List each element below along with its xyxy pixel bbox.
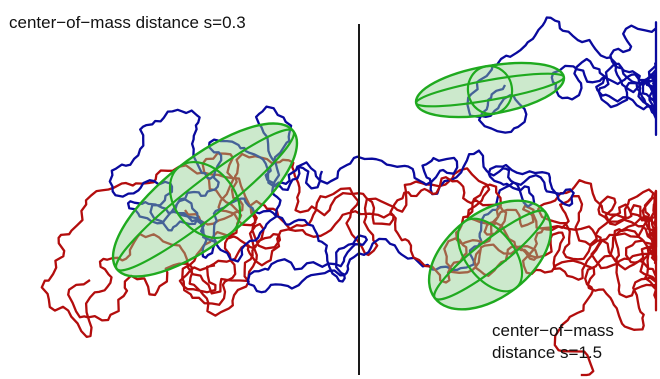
right-panel: [389, 16, 658, 331]
right-ellipsoid-bottom-meridian: [456, 217, 524, 293]
left-panel-label: center−of−mass distance s=0.3: [9, 13, 246, 32]
left-ellipsoid-outline: [111, 122, 299, 278]
left-panel: [40, 105, 658, 377]
right-ellipsoid-bottom-equator: [433, 209, 547, 301]
right-chain-blue: [466, 16, 658, 137]
right-panel-label-line2: distance s=1.5: [492, 343, 603, 362]
panel-divider: [358, 24, 360, 375]
right-chain-blue-path: [466, 16, 658, 137]
left-ellipsoid-meridian: [168, 160, 242, 240]
right-ellipsoid-red-chain: [427, 199, 553, 311]
right-chain-red-path: [389, 176, 658, 331]
right-chain-red: [389, 176, 658, 331]
left-ellipsoid-equator: [114, 128, 296, 272]
right-ellipsoid-top-equator: [415, 72, 565, 108]
right-ellipsoid-blue-chain: [414, 61, 566, 119]
right-panel-label: center−of−mass distance s=1.5: [492, 320, 614, 364]
left-ellipsoid: [111, 122, 299, 278]
right-panel-label-line1: center−of−mass: [492, 321, 614, 340]
right-ellipsoid-top-meridian: [466, 64, 514, 116]
